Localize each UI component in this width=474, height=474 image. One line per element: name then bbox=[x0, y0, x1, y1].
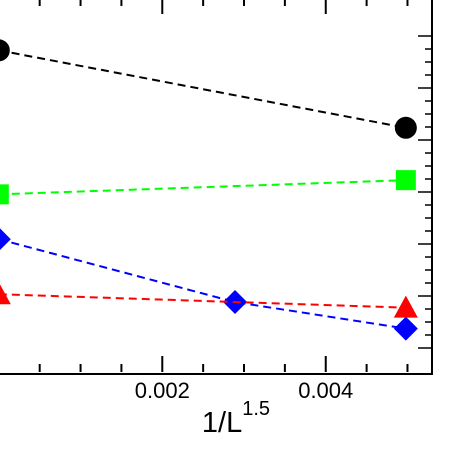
series-layer bbox=[0, 39, 418, 341]
blue-diamond-point bbox=[0, 228, 11, 251]
red-triangle-point bbox=[0, 284, 11, 305]
x-tick-labels: 0.002 0.004 bbox=[135, 378, 354, 403]
y-minor-ticks bbox=[418, 35, 432, 349]
x-axis-label-exponent: 1.5 bbox=[242, 398, 270, 420]
blue-diamond-point bbox=[393, 316, 418, 341]
x-minor-ticks bbox=[38, 0, 409, 372]
green-square-point bbox=[0, 184, 9, 205]
x-axis-label-base: 1/L bbox=[202, 407, 242, 439]
black-circle-point bbox=[394, 116, 417, 139]
red-series-line bbox=[0, 293, 406, 309]
green-square-point bbox=[395, 170, 416, 191]
black-circle-point bbox=[0, 39, 10, 62]
x-tick-label: 0.002 bbox=[135, 378, 190, 403]
black-series-line bbox=[0, 49, 407, 129]
x-tick-label: 0.004 bbox=[298, 378, 353, 403]
plot-frame bbox=[0, 0, 433, 375]
green-series-line bbox=[0, 179, 406, 196]
red-triangle-point bbox=[393, 295, 418, 318]
x-axis-label: 1/L1.5 bbox=[202, 398, 270, 439]
blue-series-line bbox=[0, 238, 406, 330]
